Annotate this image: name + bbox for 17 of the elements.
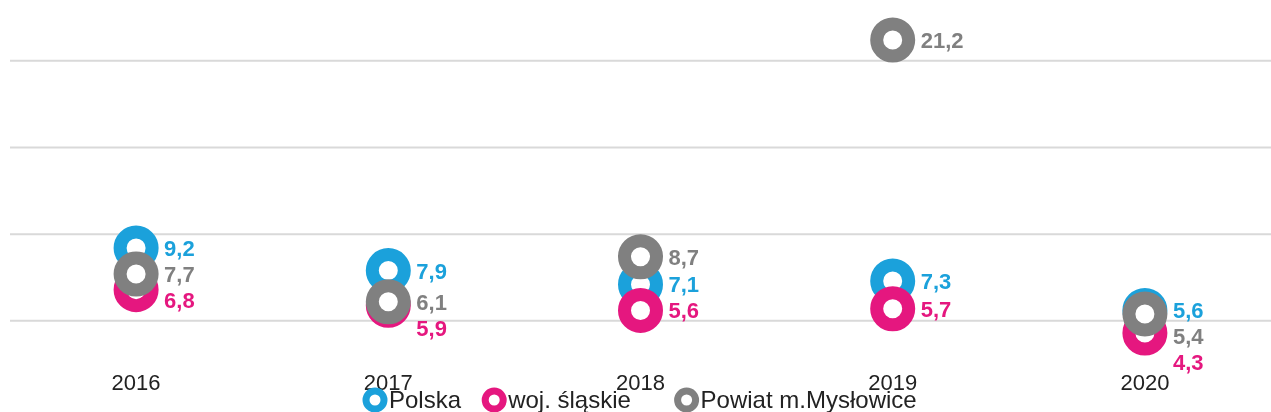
data-label: 7,3 <box>920 268 952 294</box>
data-label: 7,1 <box>668 272 700 298</box>
data-label: 5,7 <box>920 296 952 322</box>
x-tick-label: 2016 <box>111 370 161 395</box>
data-label: 4,3 <box>1172 350 1204 376</box>
data-label: 5,4 <box>1172 324 1205 350</box>
data-label: 7,7 <box>164 262 195 288</box>
data-label: 5,6 <box>1172 298 1204 324</box>
data-label: 9,2 <box>164 236 195 262</box>
data-label: 5,6 <box>668 298 700 324</box>
data-label: 7,9 <box>416 258 447 284</box>
x-tick-label: 2020 <box>1120 370 1170 395</box>
data-label: 21,2 <box>920 28 964 53</box>
data-label: 8,7 <box>668 244 700 270</box>
data-label: 6,8 <box>164 288 195 314</box>
data-label: 6,1 <box>416 289 447 315</box>
data-label: 5,9 <box>416 315 447 341</box>
